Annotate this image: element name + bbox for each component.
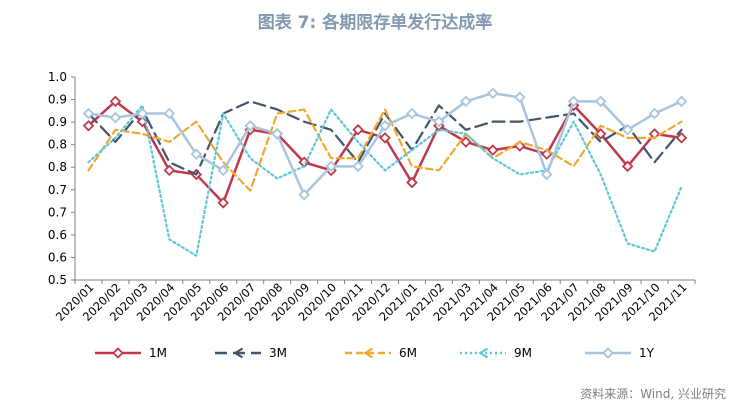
legend-marker-3m [233,347,244,359]
legend-marker-9m [478,347,489,359]
y-tick-label: 0.9 [48,115,67,129]
data-point-1m [163,164,176,177]
data-point-1y [352,160,364,173]
data-point-1y [648,107,661,120]
legend-item-1y: 1Y [585,346,655,360]
data-point-1m [109,95,122,108]
data-point-1y [163,107,176,120]
y-tick-label: 0.6 [48,250,67,264]
data-point-1y [621,124,634,136]
data-point-1y [244,119,256,132]
x-tick-labels: 2020/012020/022020/032020/042020/052020/… [53,280,696,324]
y-tick-label: 0.9 [48,93,67,107]
y-tick-label: 0.8 [48,160,67,174]
source-note: 资料来源：Wind, 兴业研究 [580,387,726,401]
data-point-1y [109,111,122,124]
legend-label-1y: 1Y [639,346,655,360]
data-point-1y [379,119,391,132]
legend-label-6m: 6M [399,346,417,360]
data-point-1y [298,188,310,201]
data-point-1m [675,132,688,144]
data-point-1y [540,168,553,181]
legend-item-6m: 6M [345,346,417,360]
data-point-1m [406,176,418,189]
legend-item-1m: 1M [95,346,167,360]
chart-title: 图表 7: 各期限存单发行达成率 [257,13,493,33]
legend-item-9m: 9M [460,346,532,360]
data-point-1m [379,132,391,144]
legend-label-1m: 1M [149,346,167,360]
series-line-6m [87,108,683,192]
data-point-1m [487,144,499,156]
data-point-1y [594,95,607,108]
data-point-1y [136,107,149,120]
data-point-1m [460,136,472,148]
data-point-1y [406,107,418,120]
legend-marker-6m [363,347,374,359]
data-point-1m [594,128,607,140]
data-point-1y [217,164,230,177]
series-3m [87,100,683,176]
series-line-3m [87,100,683,176]
data-point-1y [487,87,499,100]
data-point-1y [460,95,472,108]
y-tick-label: 0.7 [48,183,67,197]
legend-item-3m: 3M [215,346,287,360]
y-tick-labels: 1.0 0.9 0.9 0.8 0.8 0.7 0.7 0.6 0.6 0.5 [48,70,75,287]
series-1y [82,87,688,201]
series-line-1m [87,100,683,205]
legend-label-9m: 9M [514,346,532,360]
series-lines [82,87,688,257]
y-tick-label: 0.7 [48,205,67,219]
data-point-1y [82,107,95,120]
data-point-1y [433,115,445,128]
legend-marker-1y [602,347,614,359]
data-point-1y [675,95,688,108]
data-point-1y [567,95,580,108]
data-point-1y [514,91,526,104]
series-line-9m [87,104,683,257]
legend: 1M 3M 6M 9M 1Y [95,346,655,360]
series-9m [87,104,683,257]
data-point-1y [271,128,283,140]
y-tick-label: 1.0 [48,70,67,84]
y-tick-label: 0.8 [48,138,67,152]
axes [74,77,695,281]
data-point-1m [217,197,230,209]
data-point-1y [325,160,337,173]
data-point-1m [82,119,95,132]
legend-label-3m: 3M [269,346,287,360]
y-tick-label: 0.5 [48,273,67,287]
data-point-1m [621,160,634,173]
series-1m [82,95,688,209]
legend-marker-1m [112,347,124,359]
data-point-1m [352,124,364,136]
y-tick-label: 0.6 [48,228,67,242]
series-6m [87,108,683,192]
data-point-1y [190,148,203,160]
